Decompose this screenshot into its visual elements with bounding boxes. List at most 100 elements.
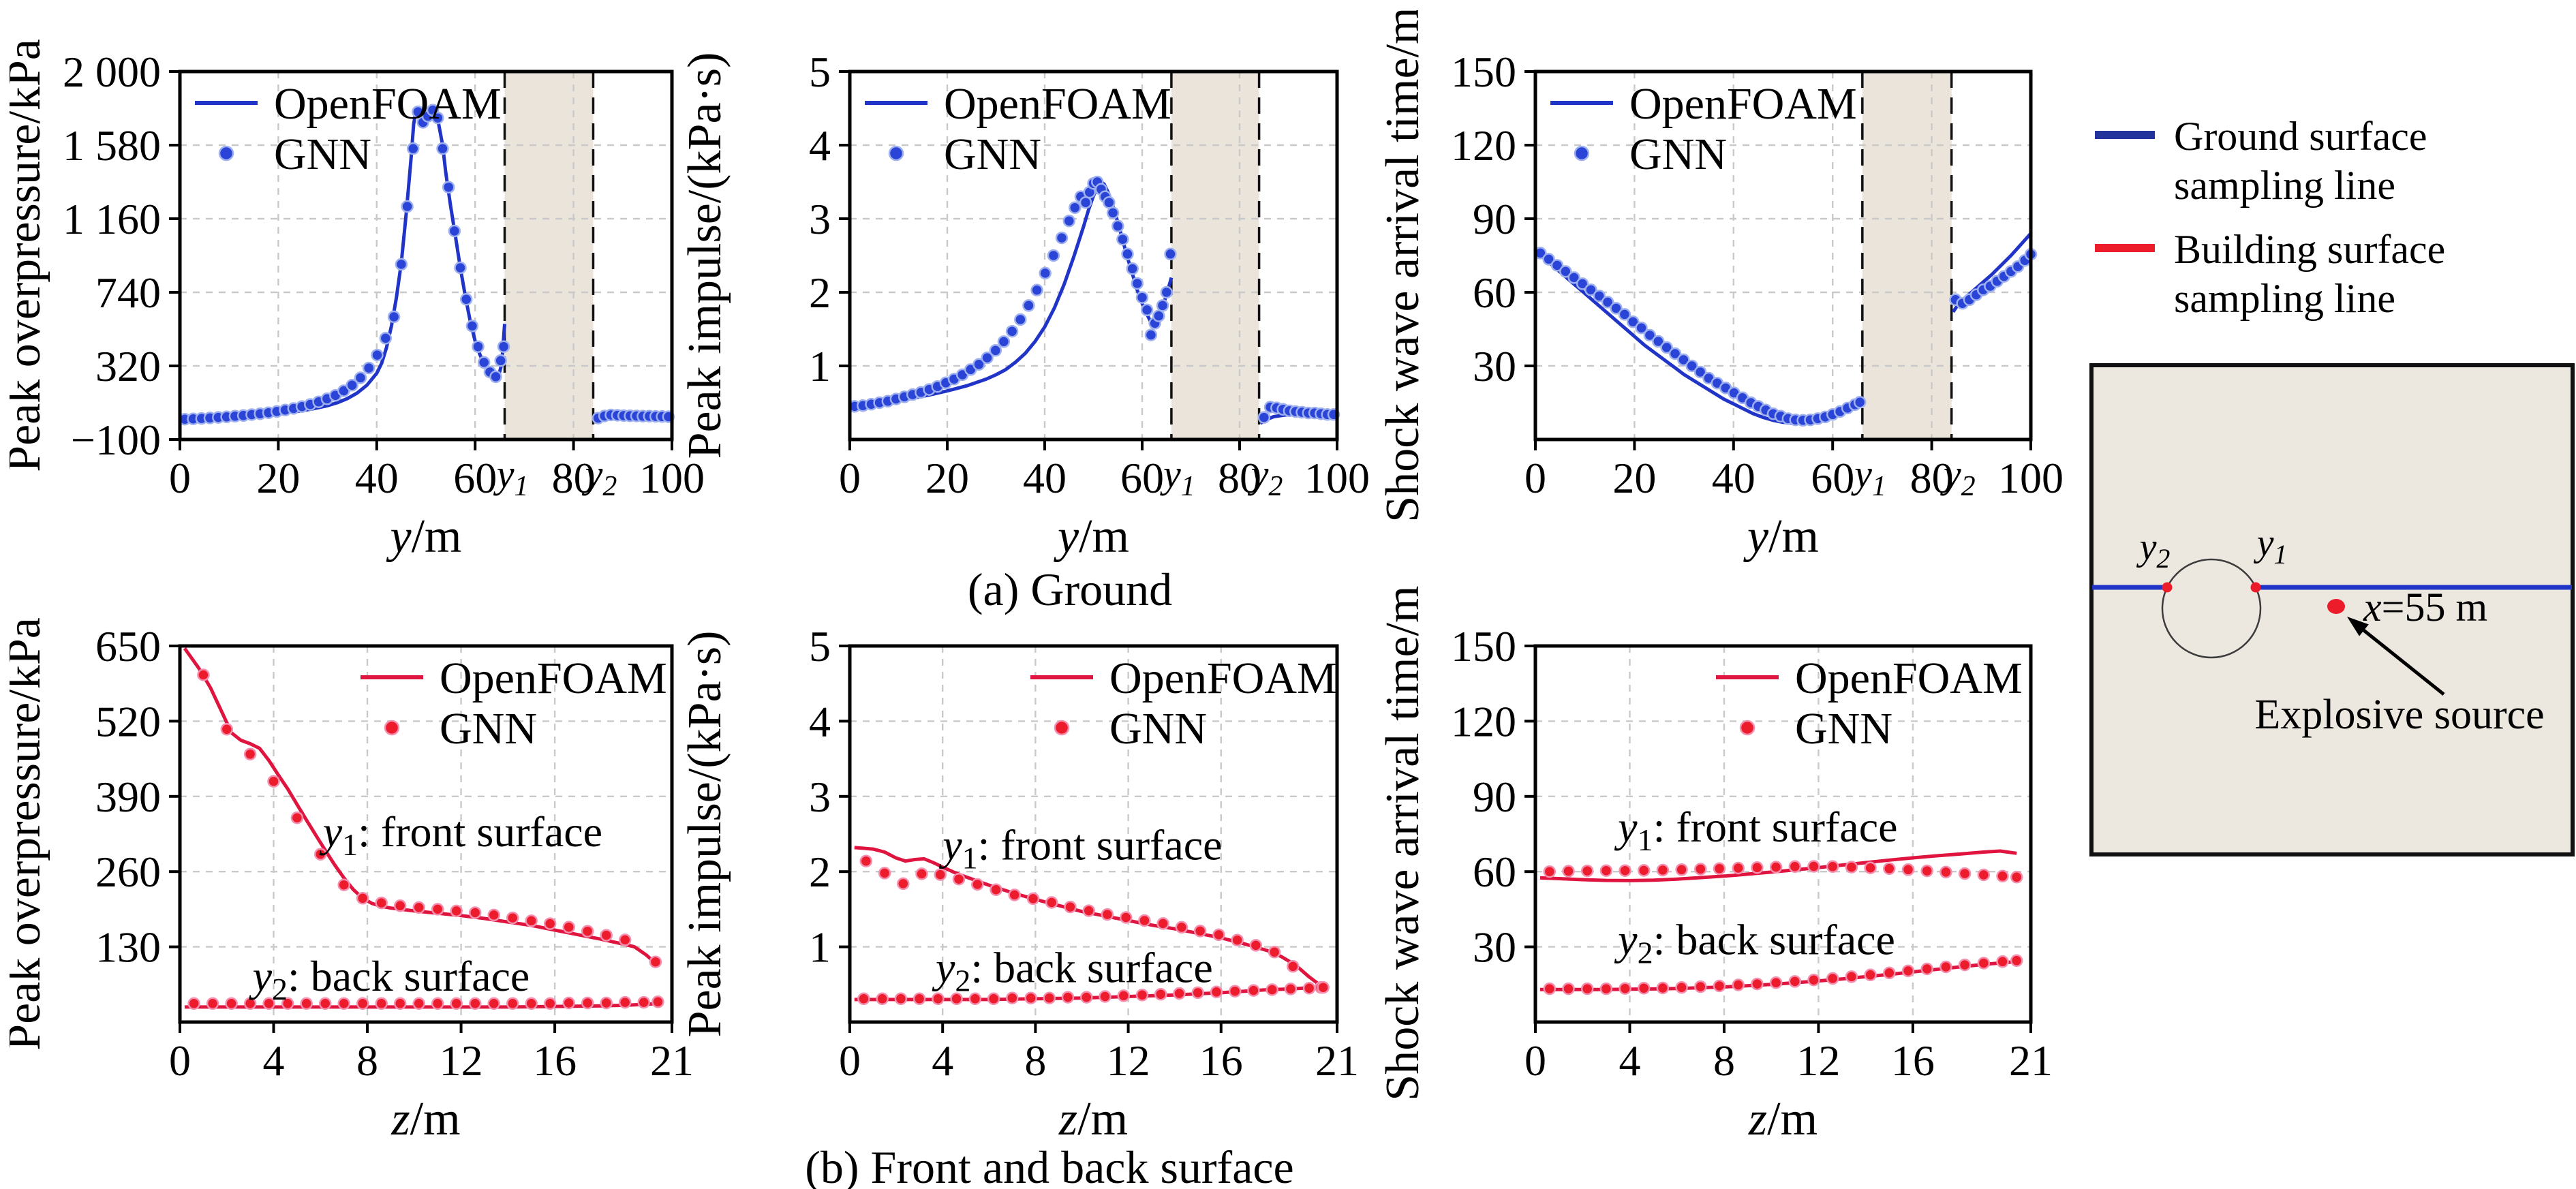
tick-labels: 0 20 40 60 80 100 −100 320 740 1 160 1 580 2 000: [63, 48, 705, 502]
svg-text:390: 390: [95, 773, 161, 821]
ground-line-label: Ground surface sampling line: [2174, 112, 2427, 210]
series-annotation: y1: front surface: [938, 820, 1222, 875]
svg-text:12: 12: [1796, 1036, 1840, 1085]
legend-openfoam-label: OpenFOAM: [274, 79, 502, 129]
label-y1: y1: [2254, 522, 2288, 570]
svg-text:100: 100: [1304, 454, 1370, 502]
svg-text:60: 60: [1120, 454, 1164, 502]
legend-gnn-label: GNN: [274, 129, 371, 179]
legend-openfoam-label: OpenFOAM: [1109, 653, 1337, 703]
svg-text:60: 60: [453, 454, 497, 502]
svg-text:4: 4: [809, 121, 831, 170]
svg-text:40: 40: [1712, 454, 1755, 502]
openfoam-line: [1534, 249, 1863, 425]
ground-line-label-line1: Ground surface: [2174, 114, 2427, 159]
svg-text:2: 2: [809, 268, 831, 317]
series-annotation: y2: back surface: [932, 943, 1213, 998]
legend-gnn-label: GNN: [944, 129, 1041, 179]
band-label: y1: [1160, 452, 1195, 502]
svg-text:30: 30: [1473, 342, 1516, 390]
gnn-dots: [178, 104, 675, 426]
svg-text:16: 16: [1891, 1036, 1935, 1085]
tick-labels: 0 20 40 60 80 100 30 60 90 120 150: [1451, 48, 2064, 502]
axes-box: [848, 70, 1339, 442]
svg-text:120: 120: [1451, 697, 1516, 745]
series-annotation: y1: front surface: [319, 807, 602, 862]
svg-text:0: 0: [169, 1036, 191, 1085]
series-annotation: y2: back surface: [249, 952, 530, 1006]
svg-text:40: 40: [355, 454, 399, 502]
svg-text:130: 130: [95, 923, 161, 972]
svg-text:60: 60: [1811, 454, 1854, 502]
svg-text:0: 0: [1524, 1036, 1546, 1085]
label-y2: y2: [2136, 526, 2171, 574]
svg-text:80: 80: [1910, 454, 1954, 502]
explosive-source-dot: [2327, 599, 2345, 614]
y-axis-label: Shock wave arrival time/ms: [1377, 585, 1429, 1101]
building-band: [1862, 72, 1952, 439]
grid: [850, 72, 1337, 439]
x-axis-label: z/m: [1058, 1093, 1128, 1145]
svg-text:0: 0: [839, 1036, 861, 1085]
legend-gnn-label: GNN: [440, 704, 537, 754]
svg-text:650: 650: [95, 622, 161, 670]
tick-labels: 0 4 8 12 16 21 30 60 90 120 150: [1451, 622, 2053, 1085]
gnn-dots: [187, 668, 664, 1010]
svg-text:3: 3: [809, 195, 831, 243]
svg-text:90: 90: [1473, 195, 1516, 243]
svg-text:21: 21: [1315, 1036, 1359, 1085]
svg-text:150: 150: [1451, 48, 1516, 96]
caption-front-back: (b) Front and back surface: [805, 1141, 1294, 1189]
y-axis-label: Peak overpressure/kPa: [10, 617, 50, 1051]
svg-text:1: 1: [809, 342, 831, 390]
legend-dot-sample: [218, 145, 234, 161]
caption-ground: (a) Ground: [967, 563, 1173, 615]
svg-text:150: 150: [1451, 622, 1516, 670]
sample-point-y2: [2162, 582, 2173, 593]
legend-dot-sample: [384, 720, 400, 736]
building-line-label: Building surface sampling line: [2174, 225, 2445, 323]
legend-gnn-label: GNN: [1109, 704, 1207, 754]
svg-text:21: 21: [2009, 1036, 2053, 1085]
legend-dot-sample: [1054, 720, 1070, 736]
x-axis-label: z/m: [390, 1093, 460, 1145]
axes-box: [1533, 70, 2033, 442]
source-arrow-head: [2347, 617, 2369, 636]
y-axis-label: Shock wave arrival time/ms: [1377, 10, 1429, 523]
gnn-dots: [857, 854, 1330, 1006]
svg-text:740: 740: [95, 268, 161, 317]
axes-box: [1533, 644, 2033, 1024]
ground-line-swatch: [2095, 131, 2155, 139]
gnn-dots: [1543, 860, 2023, 995]
band-label: y2: [1248, 452, 1283, 502]
svg-text:260: 260: [95, 848, 161, 896]
gnn-dots: [848, 175, 1340, 424]
y-axis-label: Peak impulse/(kPa·s): [679, 52, 731, 459]
chart-ground-overpressure: 0 20 40 60 80 100 −100 320 740 1 160 1 580 2 000 y1 y…: [10, 39, 705, 563]
building-circle: [2161, 558, 2262, 659]
svg-text:80: 80: [552, 454, 596, 502]
svg-text:12: 12: [440, 1036, 483, 1085]
legend-ground-sampling-line: Ground surface sampling line: [2095, 112, 2576, 210]
svg-text:0: 0: [839, 454, 861, 502]
svg-text:40: 40: [1023, 454, 1067, 502]
building-band: [1171, 72, 1259, 439]
svg-text:0: 0: [169, 454, 191, 502]
grid: [1535, 646, 2031, 1022]
legend-openfoam-label: OpenFOAM: [944, 79, 1171, 129]
svg-text:4: 4: [263, 1036, 285, 1085]
svg-text:4: 4: [932, 1036, 953, 1085]
legend-openfoam-label: OpenFOAM: [1629, 79, 1857, 129]
openfoam-line: [183, 647, 660, 967]
grid: [180, 646, 672, 1022]
svg-text:320: 320: [95, 342, 161, 390]
svg-text:8: 8: [356, 1036, 378, 1085]
x-axis-label: y/m: [1743, 510, 1819, 563]
y-axis-label: Peak overpressure/kPa: [10, 39, 50, 472]
source-arrow: [2361, 628, 2445, 696]
